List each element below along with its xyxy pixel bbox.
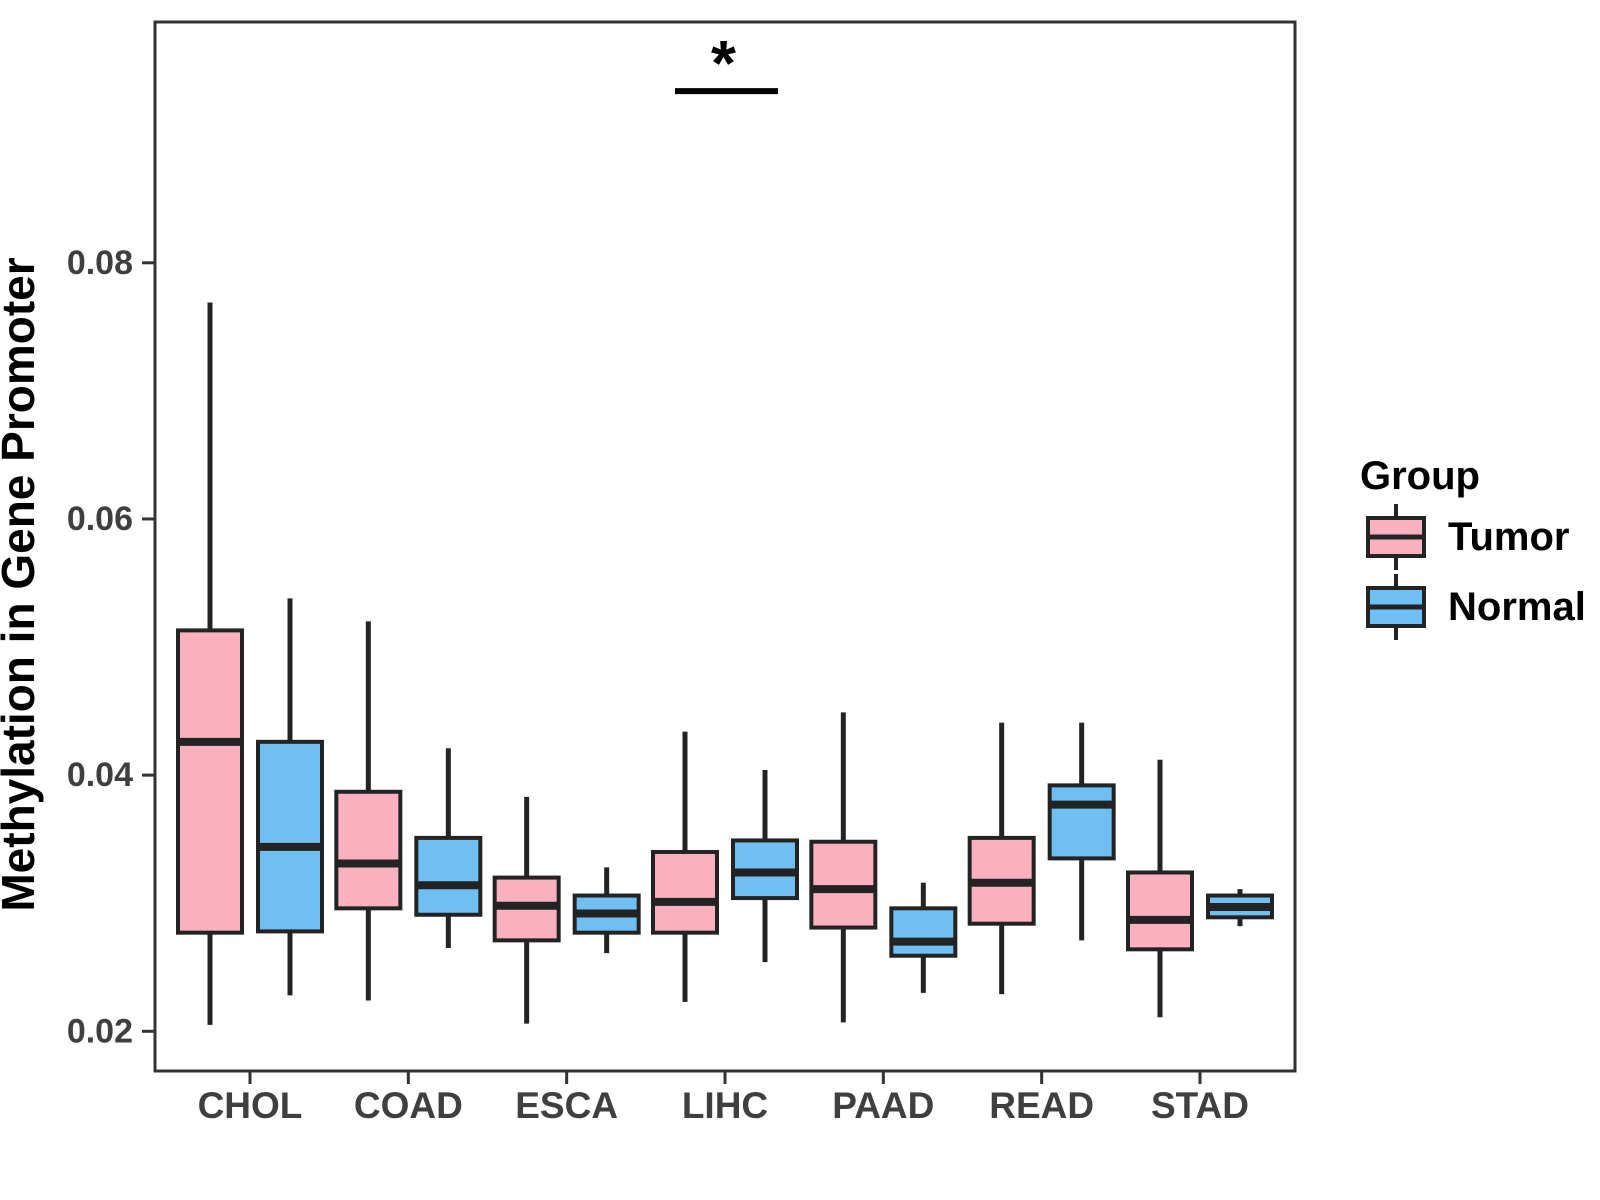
x-tick-label-PAAD: PAAD	[832, 1085, 934, 1126]
legend-title: Group	[1360, 454, 1480, 498]
significance-star: *	[711, 27, 736, 99]
box-normal-CHOL	[256, 739, 324, 934]
box-normal-READ	[1047, 783, 1116, 861]
box-tumor-PAAD	[809, 839, 878, 930]
y-tick-label: 0.08	[67, 244, 133, 282]
y-tick-label: 0.06	[67, 500, 133, 538]
box-tumor-COAD	[334, 789, 403, 911]
x-tick-label-CHOL: CHOL	[198, 1085, 303, 1126]
panel-border	[153, 20, 1297, 1073]
x-tick-label-READ: READ	[989, 1085, 1094, 1126]
box-normal-COAD	[414, 835, 483, 917]
box-normal-PAAD	[889, 906, 958, 958]
y-axis-title: Methylation in Gene Promoter	[0, 257, 44, 911]
box-tumor-LIHC	[651, 849, 719, 935]
y-tick-label: 0.04	[67, 756, 133, 794]
x-tick-label-COAD: COAD	[354, 1085, 463, 1126]
y-tick-label: 0.02	[67, 1012, 133, 1050]
x-tick-label-LIHC: LIHC	[682, 1085, 768, 1126]
box-tumor-STAD	[1126, 870, 1194, 952]
x-tick-label-STAD: STAD	[1151, 1085, 1249, 1126]
x-tick-label-ESCA: ESCA	[515, 1085, 618, 1126]
box-tumor-CHOL	[176, 628, 244, 935]
legend-item-tumor: Tumor	[1448, 515, 1569, 559]
legend-item-normal: Normal	[1448, 585, 1586, 629]
